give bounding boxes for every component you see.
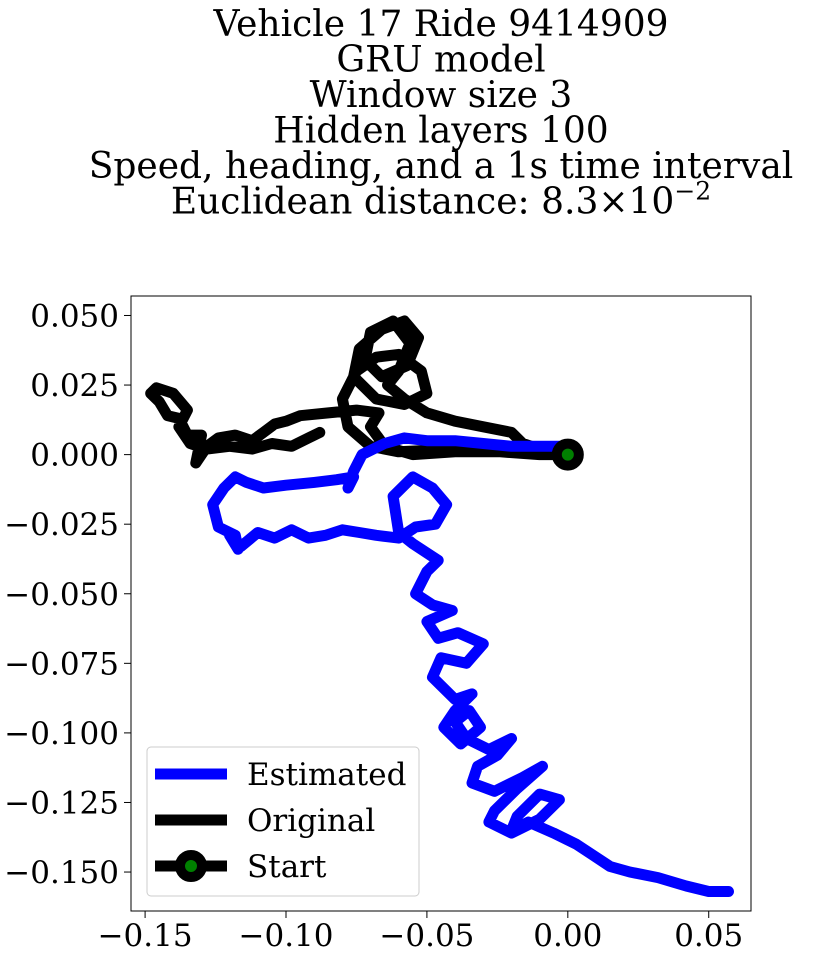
series-layer: [145, 315, 734, 897]
legend: Estimated Original Start: [146, 746, 420, 897]
series-estimated-line: [207, 432, 734, 897]
axes-frame: [130, 295, 752, 912]
y-tick-label: −0.125: [4, 785, 119, 821]
y-tick-label: −0.075: [4, 646, 119, 682]
title-line-5: Speed, heading, and a 1s time interval: [89, 146, 794, 187]
y-tick-label: 0.025: [30, 368, 119, 404]
x-tick-label: 0.00: [533, 918, 602, 954]
title-line-4: Hidden layers 100: [273, 111, 608, 152]
start-marker: [551, 438, 584, 471]
x-tick-label: −0.15: [98, 918, 193, 954]
x-axis: −0.15 −0.10 −0.05 0.00 0.05: [98, 911, 743, 954]
y-tick-label: 0.000: [30, 438, 119, 474]
legend-start-marker: [175, 850, 207, 882]
title-line-1: Vehicle 17 Ride 9414909: [212, 4, 668, 45]
y-tick-label: −0.050: [4, 577, 119, 613]
y-tick-label: 0.050: [30, 298, 119, 334]
y-tick-label: −0.150: [4, 855, 119, 891]
legend-label-original: Original: [247, 803, 375, 839]
legend-label-estimated: Estimated: [247, 757, 406, 793]
y-tick-label: −0.025: [4, 507, 119, 543]
title-line-2: GRU model: [336, 40, 545, 81]
x-tick-label: −0.10: [239, 918, 334, 954]
plot-area: [130, 295, 752, 912]
x-tick-label: 0.05: [674, 918, 743, 954]
y-tick-label: −0.100: [4, 716, 119, 752]
title-line-3: Window size 3: [310, 75, 573, 116]
title-line-6: Euclidean distance: 8.3×10−2: [171, 177, 711, 223]
x-tick-label: −0.05: [379, 918, 474, 954]
title-exponent: −2: [674, 177, 711, 206]
legend-label-start: Start: [247, 849, 327, 885]
legend-box: [146, 746, 420, 897]
y-axis: 0.050 0.025 0.000 −0.025 −0.050 −0.075 −0.100 −…: [4, 298, 131, 891]
